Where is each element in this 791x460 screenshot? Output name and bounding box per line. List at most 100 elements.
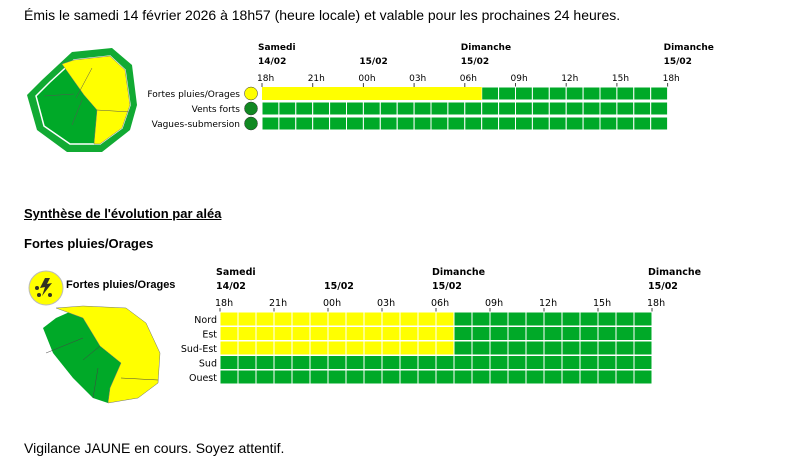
hour-cell [417,340,437,356]
row-label: Fortes pluies/Orages [147,90,240,100]
waves-icon [244,116,258,131]
hour-cell [543,369,563,385]
hour-cell [273,369,293,385]
hour-cell [261,116,280,131]
hour-cell [615,311,635,327]
date-label: 14/02 [258,57,286,67]
hour-cell [633,340,653,356]
hour-cell [453,311,473,327]
hour-cell [565,116,584,131]
hour-cell [413,101,432,116]
hour-cell [615,340,635,356]
rain-storm-icon [28,270,64,306]
hour-cell [345,311,365,327]
hour-cell [507,355,527,370]
hour-label: 18h [663,74,680,84]
hour-cell [650,101,669,116]
hour-cell [489,311,509,327]
hour-label: 12h [539,298,557,309]
hour-cell [471,340,491,356]
hour-cell [327,311,347,327]
hour-cell [417,326,437,341]
hour-cell [597,326,617,341]
hour-cell [489,355,509,370]
hour-cell [633,326,653,341]
hour-cell [616,116,635,131]
hour-cell [507,311,527,327]
hour-label: 18h [257,74,274,84]
hour-cell [650,116,669,131]
hour-cell [489,369,509,385]
hour-cell [379,116,398,131]
date-label: 14/02 [216,281,246,292]
hour-cell [273,340,293,356]
hour-cell [435,311,455,327]
hour-cell [399,369,419,385]
date-label: 15/02 [432,281,462,292]
hour-cell [543,311,563,327]
hour-cell [453,355,473,370]
hour-cell [515,116,533,131]
hour-cell [525,355,545,370]
row-label: Ouest [189,373,217,384]
hour-cell [363,355,383,370]
hour-cell [582,86,601,101]
hour-cell [633,86,652,101]
hour-cell [531,101,550,116]
hour-cell [447,101,466,116]
hour-cell [278,101,297,116]
hour-cell [531,116,550,131]
hour-cell [561,311,581,327]
hour-cell [417,311,437,327]
hour-cell [413,116,432,131]
hour-cell [481,86,500,101]
hour-cell [295,101,314,116]
hour-cell [489,340,509,356]
hour-cell [633,101,652,116]
hour-cell [291,311,311,327]
hour-cell [363,369,383,385]
hour-cell [650,86,669,101]
date-label: 15/02 [324,281,354,292]
hour-cell [543,355,563,370]
hour-cell [255,340,275,356]
hour-cell [597,311,617,327]
row-label: Sud [199,359,217,370]
hour-cell [633,369,653,385]
emission-text: Émis le samedi 14 février 2026 à 18h57 (… [24,7,621,23]
hour-label: 03h [409,74,426,84]
hour-label: 06h [431,298,449,309]
hour-cell [309,326,329,341]
hour-cell [399,340,419,356]
hazard-title: Fortes pluies/Orages [24,236,154,251]
hour-cell [327,326,347,341]
hour-cell [481,116,500,131]
hour-cell [381,369,401,385]
hour-cell [447,116,466,131]
yellow-segment [262,87,482,100]
hour-cell [498,116,517,131]
row-label: Sud-Est [181,344,217,355]
hour-cell [327,355,347,370]
wind-icon [244,101,258,116]
hour-cell [525,340,545,356]
hour-cell [255,311,275,327]
hour-cell [548,101,567,116]
hour-cell [219,326,239,341]
hour-cell [507,326,527,341]
date-label: 15/02 [664,57,692,67]
hour-cell [471,311,491,327]
hour-cell [498,101,517,116]
hour-cell [481,101,500,116]
hour-cell [579,340,599,356]
row-label: Vagues-submersion [152,120,240,130]
hour-cell [399,326,419,341]
hour-cell [633,116,652,131]
hour-cell [237,340,257,356]
hour-cell [453,340,473,356]
hour-cell [291,340,311,356]
hour-cell [237,369,257,385]
hour-cell [237,355,257,370]
hour-cell [237,326,257,341]
hour-cell [363,326,383,341]
